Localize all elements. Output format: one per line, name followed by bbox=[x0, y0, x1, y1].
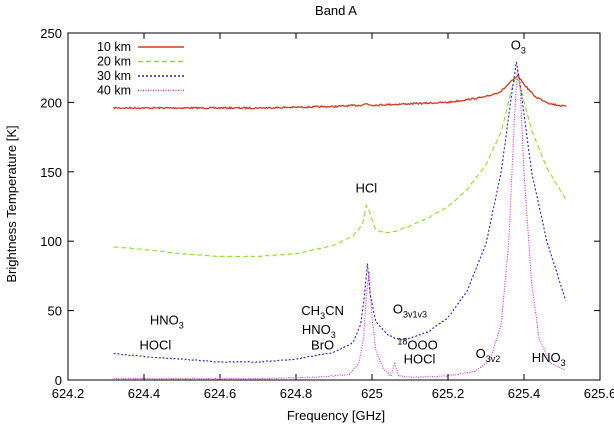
annotation-main: O bbox=[511, 38, 521, 53]
series-line-4 bbox=[113, 68, 566, 380]
annotation-subscript: 3 bbox=[521, 46, 526, 56]
annotation-hocl-right: HOCl bbox=[404, 351, 436, 366]
legend-label: 40 km bbox=[97, 84, 131, 98]
y-tick-label: 100 bbox=[40, 234, 62, 249]
annotation-main: O bbox=[393, 301, 403, 316]
annotation-hno3-mid: HNO3 bbox=[302, 322, 336, 340]
annotation-hocl-left: HOCl bbox=[140, 337, 172, 352]
annotation-bro: BrO bbox=[311, 337, 334, 352]
annotation-o3v2: O3v2 bbox=[476, 346, 501, 364]
annotation-hno3-right: HNO3 bbox=[532, 350, 566, 368]
annotation-subscript: 3 bbox=[331, 330, 336, 340]
annotation-main: HNO bbox=[150, 312, 179, 327]
annotation-main: BrO bbox=[311, 337, 334, 352]
y-axis-label: Brightness Temperature [K] bbox=[4, 125, 19, 282]
y-tick-label: 50 bbox=[48, 304, 62, 319]
x-tick-label: 625.6 bbox=[584, 386, 614, 401]
legend-label: 10 km bbox=[97, 40, 131, 54]
x-tick-label: 624.4 bbox=[128, 386, 161, 401]
annotation-subscript: 3 bbox=[179, 320, 184, 330]
legend-label: 30 km bbox=[97, 69, 131, 83]
annotation-main: OOO bbox=[407, 337, 437, 352]
plot-frame bbox=[67, 32, 601, 381]
annotation-subscript: 3v1v3 bbox=[403, 309, 427, 319]
y-tick-label: 250 bbox=[40, 26, 62, 41]
annotation-subscript: 3 bbox=[561, 358, 566, 368]
y-tick-label: 200 bbox=[40, 95, 62, 110]
y-tick-label: 150 bbox=[40, 165, 62, 180]
annotation-hno3-left: HNO3 bbox=[150, 312, 184, 330]
annotation-o3: O3 bbox=[511, 38, 526, 56]
series-line-2 bbox=[113, 74, 567, 258]
annotation-ch3cn: CH3CN bbox=[301, 303, 344, 321]
x-tick-label: 625.4 bbox=[508, 386, 541, 401]
series-line-1 bbox=[113, 74, 567, 110]
y-tick-label: 0 bbox=[55, 373, 62, 388]
x-tick-label: 624.6 bbox=[204, 386, 237, 401]
x-tick-label: 624.2 bbox=[52, 386, 85, 401]
annotation-subscript: 3v2 bbox=[486, 354, 501, 364]
x-tick-label: 624.8 bbox=[280, 386, 313, 401]
x-tick-label: 625 bbox=[361, 386, 383, 401]
annotation-main: HNO bbox=[302, 322, 331, 337]
annotation-superscript: 18 bbox=[397, 336, 407, 346]
chart-title: Band A bbox=[315, 3, 357, 18]
annotation-hcl: HCl bbox=[355, 181, 377, 196]
annotation-main-suffix: CN bbox=[325, 303, 344, 318]
annotation-subscript: 3 bbox=[320, 311, 325, 321]
series-line-3 bbox=[113, 61, 567, 363]
x-tick-label: 625.2 bbox=[432, 386, 465, 401]
annotation-main: HNO bbox=[532, 350, 561, 365]
annotation-main: HCl bbox=[355, 181, 377, 196]
annotation-main: O bbox=[476, 346, 486, 361]
x-axis-label: Frequency [GHz] bbox=[287, 408, 385, 423]
annotation-main: CH bbox=[301, 303, 320, 318]
annotation-main: HOCl bbox=[404, 351, 436, 366]
legend-label: 20 km bbox=[97, 55, 131, 69]
annotation-o3v1v3: O3v1v3 bbox=[393, 301, 427, 319]
annotation-18ooo: 18OOO bbox=[397, 336, 437, 352]
annotation-main: HOCl bbox=[140, 337, 172, 352]
